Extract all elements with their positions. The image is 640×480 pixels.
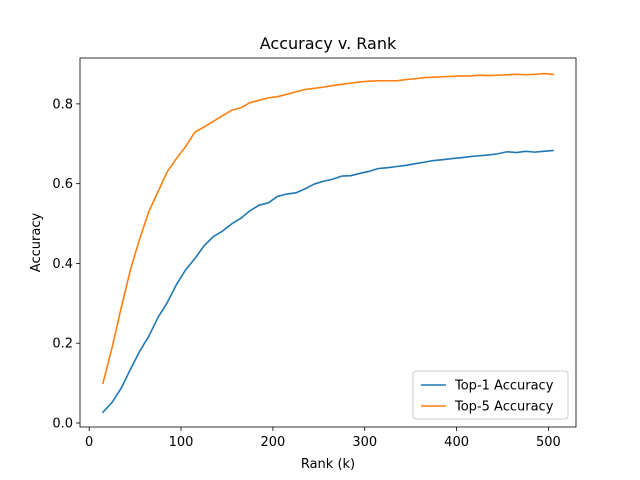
series-line-2 [101,72,554,385]
x-tick-label: 300 [352,435,377,450]
series-lines [101,72,554,414]
legend-label-1: Top-1 Accuracy [454,379,554,394]
series-line-1 [101,149,554,414]
y-tick-label: 0.0 [52,417,73,432]
plot-area [80,58,576,427]
x-tick-label: 500 [536,435,561,450]
x-tick-label: 400 [444,435,469,450]
x-tick-label: 200 [260,435,285,450]
legend: Top-1 Accuracy Top-5 Accuracy [412,370,569,420]
y-tick-label: 0.8 [52,97,73,112]
y-axis-label: Accuracy [29,213,44,273]
x-tick-label: 0 [85,435,93,450]
chart-title: Accuracy v. Rank [260,34,397,53]
x-axis-ticks: 0 100 200 300 400 500 [85,427,561,450]
x-tick-label: 100 [169,435,194,450]
y-tick-label: 0.6 [52,177,73,192]
legend-label-2: Top-5 Accuracy [454,400,554,415]
y-tick-label: 0.2 [52,337,73,352]
x-axis-label: Rank (k) [301,457,355,472]
legend-box [412,370,569,420]
plot-frame [79,57,577,428]
y-tick-label: 0.4 [52,257,73,272]
y-axis-ticks: 0.0 0.2 0.4 0.6 0.8 [52,97,80,432]
